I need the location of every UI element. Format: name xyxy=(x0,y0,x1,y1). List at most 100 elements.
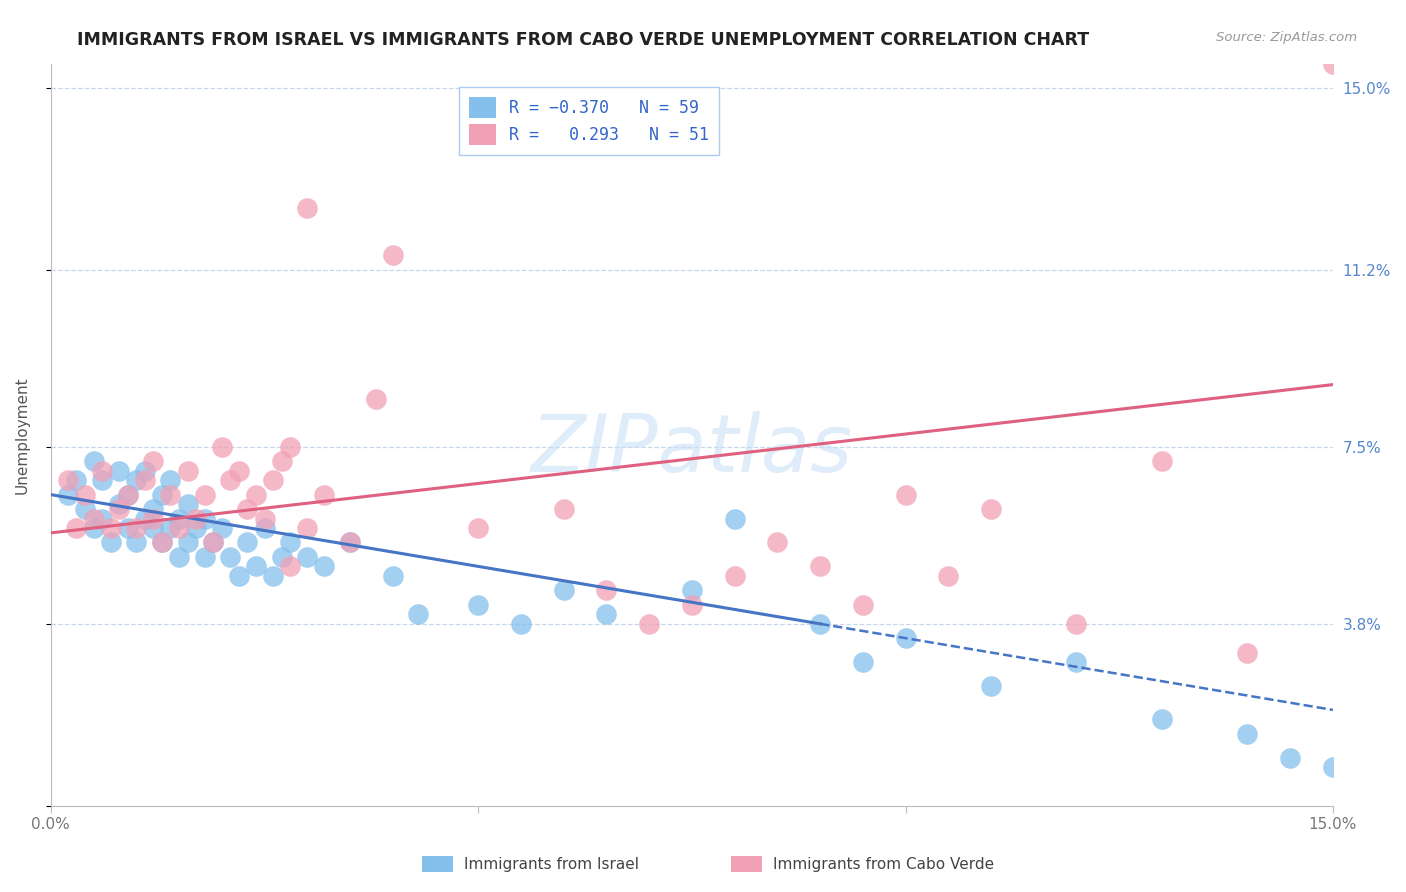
Point xyxy=(852,598,875,612)
Point xyxy=(381,248,404,262)
Point xyxy=(125,521,148,535)
Point xyxy=(936,569,959,583)
Point xyxy=(108,464,131,478)
Point xyxy=(253,511,276,525)
Point xyxy=(108,497,131,511)
Point xyxy=(808,616,831,631)
Point xyxy=(150,535,173,549)
Point xyxy=(253,521,276,535)
Point xyxy=(176,464,198,478)
Point xyxy=(1066,616,1088,631)
Point xyxy=(228,464,250,478)
Point xyxy=(681,598,703,612)
Point xyxy=(125,535,148,549)
Point xyxy=(1066,655,1088,669)
Point xyxy=(297,549,319,564)
Point xyxy=(270,454,292,468)
Point xyxy=(245,488,267,502)
Point xyxy=(134,511,156,525)
Point xyxy=(219,473,242,487)
Text: Immigrants from Israel: Immigrants from Israel xyxy=(464,857,638,871)
Point xyxy=(142,521,165,535)
Point xyxy=(117,488,139,502)
Point xyxy=(339,535,361,549)
Point xyxy=(314,488,336,502)
Point xyxy=(167,521,190,535)
Point xyxy=(91,511,114,525)
Point xyxy=(980,502,1002,516)
Point xyxy=(100,535,122,549)
Point xyxy=(980,679,1002,693)
Point xyxy=(91,464,114,478)
Point xyxy=(142,511,165,525)
Point xyxy=(808,559,831,574)
Point xyxy=(65,521,87,535)
Point xyxy=(134,464,156,478)
Point xyxy=(766,535,789,549)
Point xyxy=(553,583,575,598)
Point xyxy=(125,473,148,487)
Point xyxy=(176,535,198,549)
Text: ZIPatlas: ZIPatlas xyxy=(531,410,853,489)
Point xyxy=(262,473,284,487)
Point xyxy=(150,535,173,549)
Point xyxy=(245,559,267,574)
Point xyxy=(167,549,190,564)
Point xyxy=(73,488,96,502)
Point xyxy=(381,569,404,583)
Point xyxy=(510,616,533,631)
Point xyxy=(194,511,217,525)
Point xyxy=(202,535,225,549)
Point xyxy=(894,631,917,645)
Point xyxy=(73,502,96,516)
Point xyxy=(1322,760,1344,774)
Point xyxy=(553,502,575,516)
Point xyxy=(408,607,430,622)
Point xyxy=(108,502,131,516)
Point xyxy=(117,488,139,502)
Point xyxy=(176,497,198,511)
Point xyxy=(219,549,242,564)
Point xyxy=(1150,454,1173,468)
Point xyxy=(364,392,387,406)
Point xyxy=(894,488,917,502)
Point xyxy=(262,569,284,583)
Point xyxy=(339,535,361,549)
Point xyxy=(211,440,233,454)
Point xyxy=(142,502,165,516)
Point xyxy=(83,521,105,535)
Point xyxy=(1236,727,1258,741)
Point xyxy=(167,511,190,525)
Point xyxy=(159,488,181,502)
Point xyxy=(100,521,122,535)
Point xyxy=(638,616,661,631)
Point xyxy=(202,535,225,549)
Text: Immigrants from Cabo Verde: Immigrants from Cabo Verde xyxy=(773,857,994,871)
Legend: R = −0.370   N = 59, R =   0.293   N = 51: R = −0.370 N = 59, R = 0.293 N = 51 xyxy=(460,87,720,154)
Point xyxy=(65,473,87,487)
Point xyxy=(467,521,489,535)
Point xyxy=(159,521,181,535)
Point xyxy=(184,511,207,525)
Point xyxy=(142,454,165,468)
Point xyxy=(150,488,173,502)
Point xyxy=(297,201,319,215)
Point xyxy=(83,454,105,468)
Point xyxy=(270,549,292,564)
Point xyxy=(117,521,139,535)
Point xyxy=(278,440,301,454)
Text: IMMIGRANTS FROM ISRAEL VS IMMIGRANTS FROM CABO VERDE UNEMPLOYMENT CORRELATION CH: IMMIGRANTS FROM ISRAEL VS IMMIGRANTS FRO… xyxy=(77,31,1090,49)
Point xyxy=(194,549,217,564)
Point xyxy=(228,569,250,583)
Point xyxy=(723,511,745,525)
Point xyxy=(314,559,336,574)
Point xyxy=(184,521,207,535)
Point xyxy=(1150,713,1173,727)
Point xyxy=(159,473,181,487)
Point xyxy=(91,473,114,487)
Point xyxy=(236,535,259,549)
Point xyxy=(134,473,156,487)
Point xyxy=(56,473,79,487)
Point xyxy=(278,559,301,574)
Y-axis label: Unemployment: Unemployment xyxy=(15,376,30,493)
